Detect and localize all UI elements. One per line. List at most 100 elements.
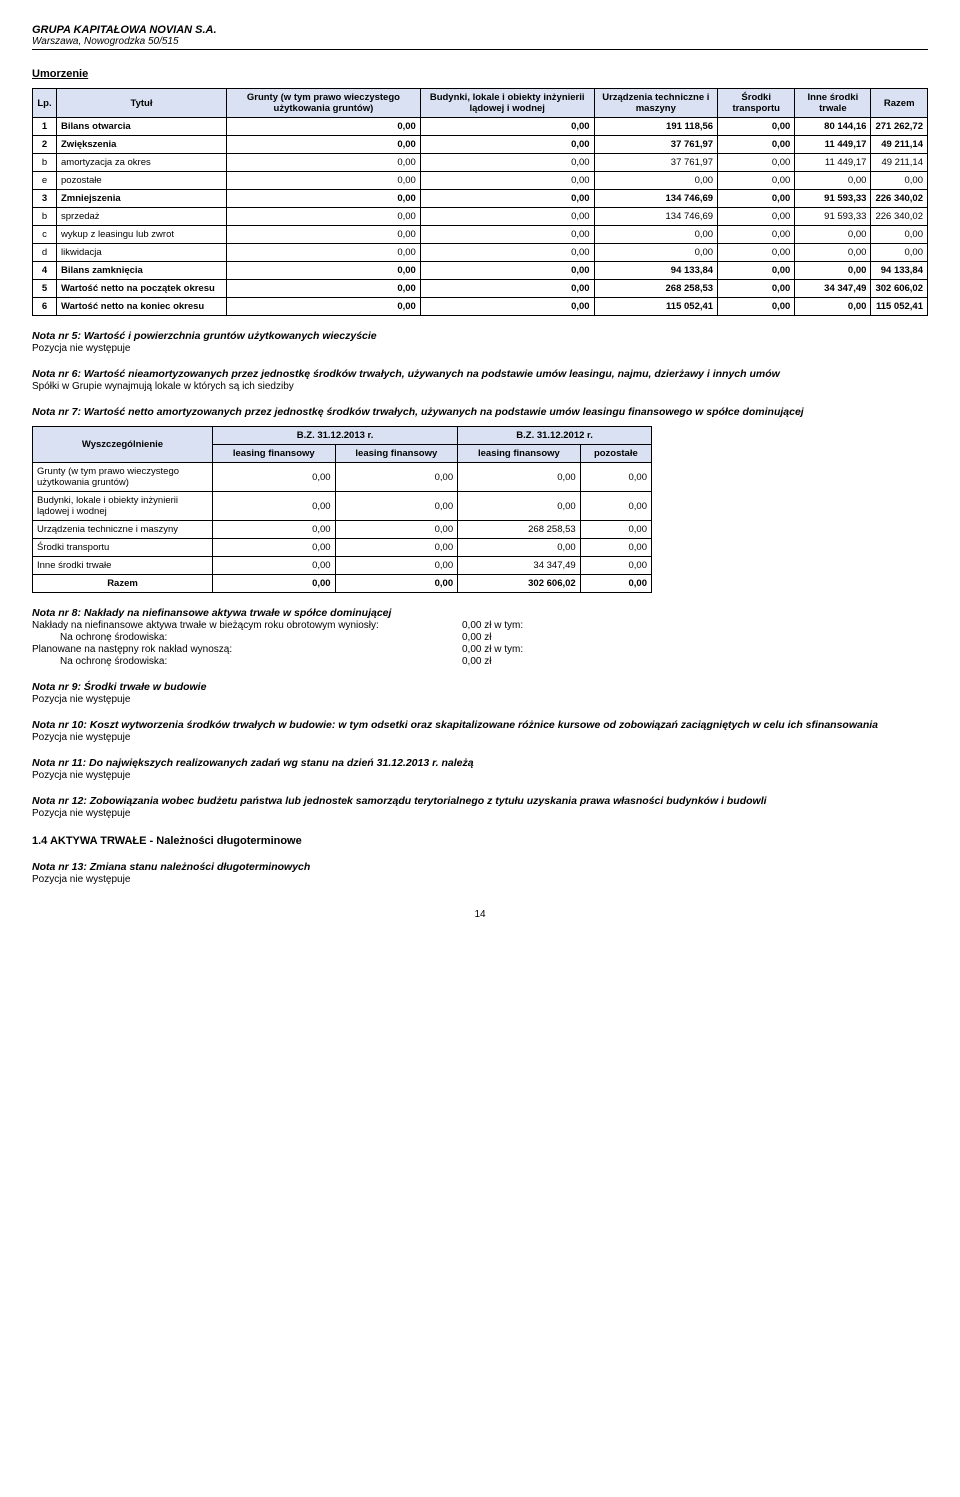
cell-value: 115 052,41 (594, 298, 718, 316)
cell-value: 0,00 (718, 172, 795, 190)
cell-value: 0,00 (580, 521, 651, 539)
cell-value: 34 347,49 (458, 557, 581, 575)
cell-value: 0,00 (718, 136, 795, 154)
note13-title: Nota nr 13: Zmiana stanu należności dług… (32, 861, 928, 873)
cell-lp: e (33, 172, 57, 190)
cell-value: 0,00 (227, 298, 421, 316)
note8-line-left: Na ochronę środowiska: (32, 632, 462, 643)
note8-line-left: Nakłady na niefinansowe aktywa trwałe w … (32, 620, 462, 631)
cell-label: pozostałe (57, 172, 227, 190)
header-company: GRUPA KAPITAŁOWA NOVIAN S.A. (32, 24, 928, 36)
cell-value: 0,00 (594, 244, 718, 262)
cell-value: 0,00 (458, 463, 581, 492)
cell-value: 0,00 (594, 226, 718, 244)
amort-table: Lp. Tytuł Grunty (w tym prawo wieczysteg… (32, 88, 928, 316)
cell-value: 94 133,84 (871, 262, 928, 280)
cell-label: amortyzacja za okres (57, 154, 227, 172)
note11-body: Pozycja nie występuje (32, 770, 928, 781)
note9-body: Pozycja nie występuje (32, 694, 928, 705)
cell-value: 0,00 (227, 190, 421, 208)
cell-value: 0,00 (227, 136, 421, 154)
cell-value: 134 746,69 (594, 208, 718, 226)
amort-col-lp: Lp. (33, 89, 57, 118)
cell-value: 268 258,53 (594, 280, 718, 298)
cell-value: 49 211,14 (871, 136, 928, 154)
note8-line: Planowane na następny rok nakład wynoszą… (32, 644, 928, 655)
cell-value: 0,00 (227, 244, 421, 262)
table-row-total: Razem0,000,00302 606,020,00 (33, 575, 652, 593)
note7-group-left: B.Z. 31.12.2013 r. (213, 427, 458, 445)
cell-value: 34 347,49 (795, 280, 871, 298)
cell-label: Grunty (w tym prawo wieczystego użytkowa… (33, 463, 213, 492)
cell-value: 0,00 (213, 539, 336, 557)
table-row: 3Zmniejszenia0,000,00134 746,690,0091 59… (33, 190, 928, 208)
cell-value: 226 340,02 (871, 208, 928, 226)
note10-body: Pozycja nie występuje (32, 732, 928, 743)
cell-lp: b (33, 154, 57, 172)
cell-value: 0,00 (335, 575, 458, 593)
table-row: Grunty (w tym prawo wieczystego użytkowa… (33, 463, 652, 492)
note8-line: Na ochronę środowiska:0,00 zł (32, 656, 928, 667)
amort-col-inne: Inne środki trwale (795, 89, 871, 118)
cell-value: 0,00 (718, 262, 795, 280)
cell-lp: c (33, 226, 57, 244)
note8-line-right: 0,00 zł w tym: (462, 620, 523, 631)
cell-label: Wartość netto na koniec okresu (57, 298, 227, 316)
cell-value: 0,00 (420, 118, 594, 136)
cell-value: 11 449,17 (795, 154, 871, 172)
cell-value: 91 593,33 (795, 190, 871, 208)
cell-label: wykup z leasingu lub zwrot (57, 226, 227, 244)
note7-title: Nota nr 7: Wartość netto amortyzowanych … (32, 406, 928, 418)
cell-value: 0,00 (420, 208, 594, 226)
amort-col-tytul: Tytuł (57, 89, 227, 118)
cell-value: 302 606,02 (458, 575, 581, 593)
section-1-4: 1.4 AKTYWA TRWAŁE - Należności długoterm… (32, 835, 928, 847)
note10-title: Nota nr 10: Koszt wytworzenia środków tr… (32, 719, 928, 731)
cell-value: 0,00 (335, 492, 458, 521)
cell-value: 0,00 (420, 244, 594, 262)
cell-value: 80 144,16 (795, 118, 871, 136)
cell-label: Inne środki trwałe (33, 557, 213, 575)
cell-value: 0,00 (420, 154, 594, 172)
cell-value: 0,00 (718, 154, 795, 172)
cell-value: 0,00 (458, 492, 581, 521)
amort-col-budynki: Budynki, lokale i obiekty inżynierii ląd… (420, 89, 594, 118)
note8-line: Na ochronę środowiska:0,00 zł (32, 632, 928, 643)
cell-value: 0,00 (718, 298, 795, 316)
table-row: epozostałe0,000,000,000,000,000,00 (33, 172, 928, 190)
note7-table: Wyszczególnienie B.Z. 31.12.2013 r. B.Z.… (32, 426, 652, 593)
cell-value: 0,00 (718, 118, 795, 136)
cell-value: 134 746,69 (594, 190, 718, 208)
amort-col-urzadzenia: Urządzenia techniczne i maszyny (594, 89, 718, 118)
cell-label: Zwiększenia (57, 136, 227, 154)
note8-title: Nota nr 8: Nakłady na niefinansowe aktyw… (32, 607, 928, 619)
cell-value: 94 133,84 (594, 262, 718, 280)
note8-lines: Nakłady na niefinansowe aktywa trwałe w … (32, 620, 928, 667)
cell-value: 0,00 (718, 190, 795, 208)
note12-body: Pozycja nie występuje (32, 808, 928, 819)
note8-line-right: 0,00 zł w tym: (462, 644, 523, 655)
cell-label: sprzedaż (57, 208, 227, 226)
cell-value: 0,00 (335, 557, 458, 575)
cell-value: 0,00 (718, 208, 795, 226)
cell-value: 0,00 (718, 226, 795, 244)
cell-value: 0,00 (335, 521, 458, 539)
cell-value: 0,00 (795, 298, 871, 316)
cell-value: 0,00 (335, 539, 458, 557)
table-row: bsprzedaż0,000,00134 746,690,0091 593,33… (33, 208, 928, 226)
table-row: Urządzenia techniczne i maszyny0,000,002… (33, 521, 652, 539)
cell-value: 0,00 (213, 575, 336, 593)
cell-value: 0,00 (420, 172, 594, 190)
cell-label: Wartość netto na początek okresu (57, 280, 227, 298)
table-row: dlikwidacja0,000,000,000,000,000,00 (33, 244, 928, 262)
amort-title: Umorzenie (32, 68, 928, 80)
cell-lp: 6 (33, 298, 57, 316)
cell-value: 0,00 (213, 521, 336, 539)
cell-lp: 1 (33, 118, 57, 136)
cell-value: 0,00 (795, 226, 871, 244)
table-row: 4Bilans zamknięcia0,000,0094 133,840,000… (33, 262, 928, 280)
cell-label: Razem (33, 575, 213, 593)
note7-sub0: leasing finansowy (213, 445, 336, 463)
cell-value: 0,00 (580, 575, 651, 593)
table-row: 6Wartość netto na koniec okresu0,000,001… (33, 298, 928, 316)
